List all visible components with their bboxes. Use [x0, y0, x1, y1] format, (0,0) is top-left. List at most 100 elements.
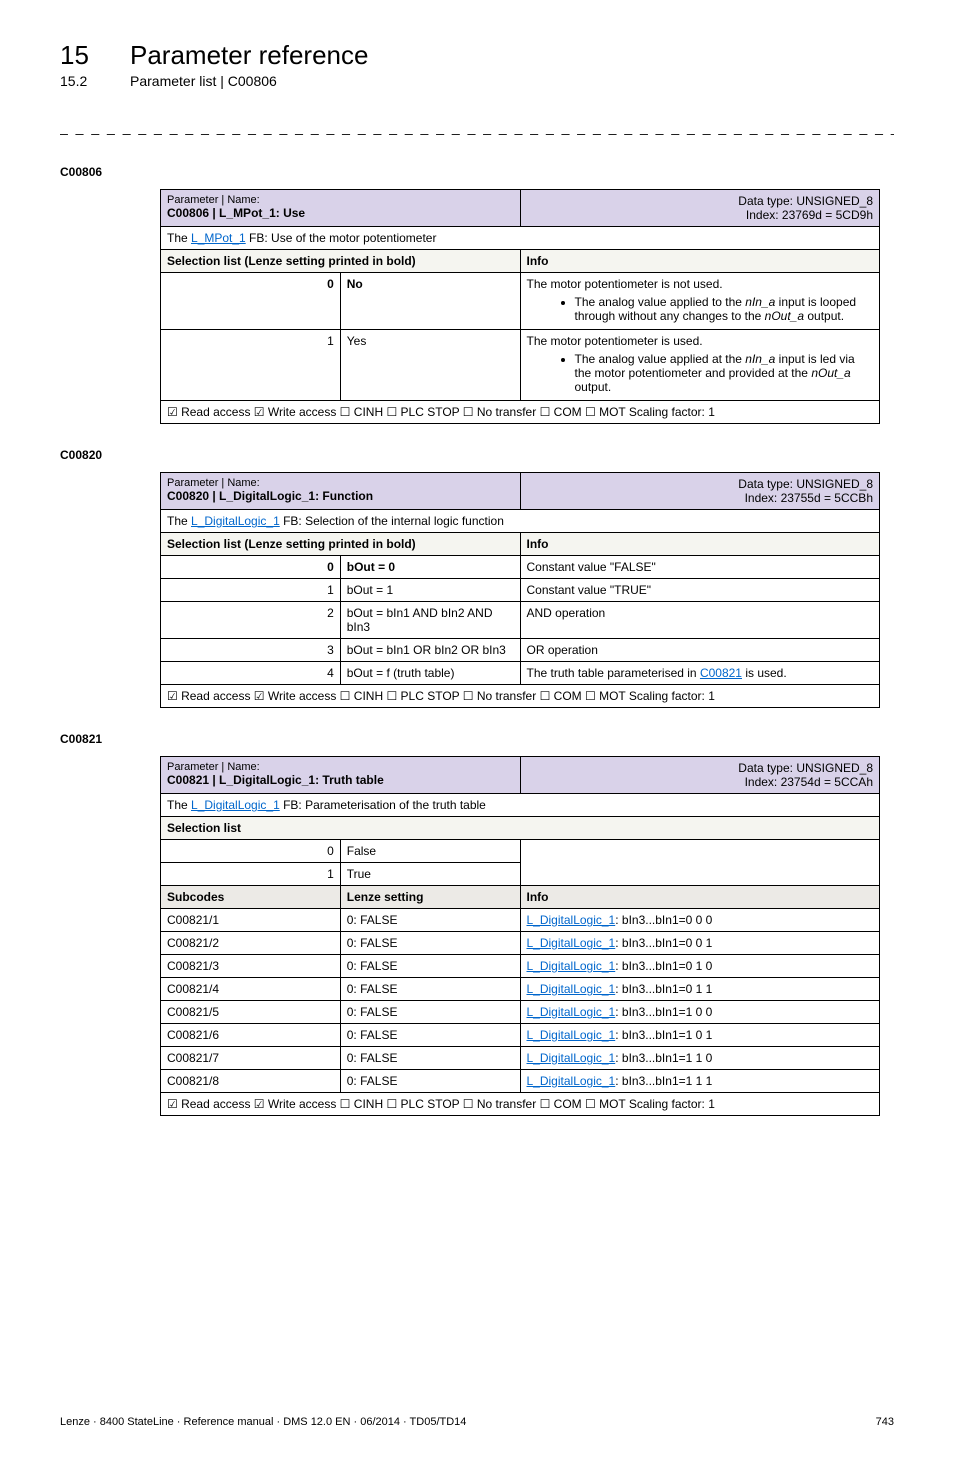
index: Index: 23754d = 5CCAh: [527, 775, 874, 789]
subcode: C00821/3: [161, 955, 341, 978]
row-val: Yes: [340, 330, 520, 401]
lenze-setting: 0: FALSE: [340, 955, 520, 978]
link[interactable]: C00821: [700, 666, 742, 680]
link[interactable]: L_DigitalLogic_1: [527, 959, 616, 973]
t: nIn_a: [745, 352, 775, 366]
subcode: C00821/5: [161, 1001, 341, 1024]
link[interactable]: L_DigitalLogic_1: [527, 936, 616, 950]
n: 1: [161, 579, 341, 602]
lenze-setting: 0: FALSE: [340, 1047, 520, 1070]
row-num: 0: [161, 273, 341, 330]
desc-post: FB: Selection of the internal logic func…: [280, 514, 504, 528]
table-c00806: Parameter | Name: C00806 | L_MPot_1: Use…: [160, 189, 880, 424]
desc-link[interactable]: L_DigitalLogic_1: [191, 514, 280, 528]
index: Index: 23755d = 5CCBh: [527, 491, 874, 505]
t: The analog value applied to the: [575, 295, 746, 309]
link[interactable]: L_DigitalLogic_1: [527, 982, 616, 996]
link[interactable]: L_DigitalLogic_1: [527, 1005, 616, 1019]
empty: [520, 863, 880, 886]
t: output.: [575, 380, 612, 394]
footer-row: ☑ Read access ☑ Write access ☐ CINH ☐ PL…: [161, 1093, 880, 1116]
i: Constant value "FALSE": [520, 556, 880, 579]
param-label: Parameter | Name:: [167, 761, 514, 773]
link[interactable]: L_DigitalLogic_1: [527, 913, 616, 927]
subsection-header: 15.2 Parameter list | C00806: [60, 73, 894, 89]
subcode: C00821/8: [161, 1070, 341, 1093]
n: 4: [161, 662, 341, 685]
link[interactable]: L_DigitalLogic_1: [527, 1051, 616, 1065]
row-info: The motor potentiometer is not used. The…: [520, 273, 880, 330]
selection-header: Selection list: [161, 817, 880, 840]
subcode: C00821/2: [161, 932, 341, 955]
desc-link[interactable]: L_DigitalLogic_1: [191, 798, 280, 812]
lenze-setting: 0: FALSE: [340, 1024, 520, 1047]
desc-post: FB: Parameterisation of the truth table: [280, 798, 486, 812]
info-cell: L_DigitalLogic_1: bIn3...bIn1=1 1 0: [520, 1047, 880, 1070]
datatype: Data type: UNSIGNED_8: [527, 194, 874, 208]
selection-header: Selection list (Lenze setting printed in…: [161, 533, 521, 556]
chapter-number: 15: [60, 40, 130, 71]
subsection-title: Parameter list | C00806: [130, 73, 277, 89]
n: 1: [161, 863, 341, 886]
row-num: 1: [161, 330, 341, 401]
n: 3: [161, 639, 341, 662]
desc-post: FB: Use of the motor potentiometer: [246, 231, 437, 245]
lenze-setting: 0: FALSE: [340, 932, 520, 955]
subsection-number: 15.2: [60, 73, 130, 89]
link[interactable]: L_DigitalLogic_1: [527, 1074, 616, 1088]
lenze-setting: 0: FALSE: [340, 1001, 520, 1024]
desc-link[interactable]: L_MPot_1: [191, 231, 246, 245]
i: OR operation: [520, 639, 880, 662]
i: Constant value "TRUE": [520, 579, 880, 602]
desc-pre: The: [167, 231, 191, 245]
datatype: Data type: UNSIGNED_8: [527, 761, 874, 775]
t: is used.: [742, 666, 787, 680]
n: 2: [161, 602, 341, 639]
t: nOut_a: [811, 366, 850, 380]
table-c00820: Parameter | Name: C00820 | L_DigitalLogi…: [160, 472, 880, 708]
subcode: C00821/7: [161, 1047, 341, 1070]
info-cell: L_DigitalLogic_1: bIn3...bIn1=0 1 1: [520, 978, 880, 1001]
info-header: Info: [520, 533, 880, 556]
index: Index: 23769d = 5CD9h: [527, 208, 874, 222]
lenze-setting: 0: FALSE: [340, 1070, 520, 1093]
param-heading-c00820: C00820: [60, 448, 894, 462]
n: 0: [161, 556, 341, 579]
selection-header: Selection list (Lenze setting printed in…: [161, 250, 521, 273]
footer-right: 743: [876, 1416, 894, 1428]
v: True: [340, 863, 520, 886]
i: The truth table parameterised in C00821 …: [520, 662, 880, 685]
n: 0: [161, 840, 341, 863]
subcode: C00821/6: [161, 1024, 341, 1047]
param-label: Parameter | Name:: [167, 194, 514, 206]
empty: [520, 840, 880, 863]
info-cell: L_DigitalLogic_1: bIn3...bIn1=0 0 0: [520, 909, 880, 932]
lenze-setting: 0: FALSE: [340, 909, 520, 932]
info-line: The motor potentiometer is used.: [527, 334, 874, 348]
separator-line: _ _ _ _ _ _ _ _ _ _ _ _ _ _ _ _ _ _ _ _ …: [60, 119, 894, 135]
lenze-setting: 0: FALSE: [340, 978, 520, 1001]
t: nIn_a: [745, 295, 775, 309]
info-cell: L_DigitalLogic_1: bIn3...bIn1=0 1 0: [520, 955, 880, 978]
v: bOut = bIn1 AND bIn2 AND bIn3: [340, 602, 520, 639]
info-header: Info: [520, 250, 880, 273]
info-cell: L_DigitalLogic_1: bIn3...bIn1=0 0 1: [520, 932, 880, 955]
param-name: C00821 | L_DigitalLogic_1: Truth table: [167, 773, 514, 787]
v: bOut = 1: [340, 579, 520, 602]
v: bOut = 0: [340, 556, 520, 579]
link[interactable]: L_DigitalLogic_1: [527, 1028, 616, 1042]
page-footer: Lenze · 8400 StateLine · Reference manua…: [60, 1416, 894, 1428]
info-line: The motor potentiometer is not used.: [527, 277, 874, 291]
v: bOut = f (truth table): [340, 662, 520, 685]
info-cell: L_DigitalLogic_1: bIn3...bIn1=1 0 0: [520, 1001, 880, 1024]
footer-row: ☑ Read access ☑ Write access ☐ CINH ☐ PL…: [161, 401, 880, 424]
subcode: C00821/4: [161, 978, 341, 1001]
desc-pre: The: [167, 514, 191, 528]
param-label: Parameter | Name:: [167, 477, 514, 489]
row-val: No: [340, 273, 520, 330]
desc-pre: The: [167, 798, 191, 812]
v: False: [340, 840, 520, 863]
param-name: C00806 | L_MPot_1: Use: [167, 206, 514, 220]
footer-row: ☑ Read access ☑ Write access ☐ CINH ☐ PL…: [161, 685, 880, 708]
datatype: Data type: UNSIGNED_8: [527, 477, 874, 491]
